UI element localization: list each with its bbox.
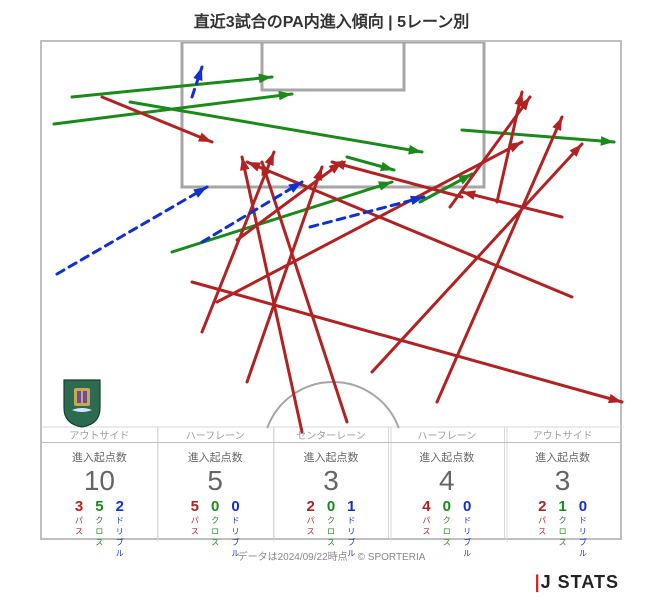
breakdown-label: パス xyxy=(75,515,83,537)
breakdown-value: 4 xyxy=(422,499,430,514)
breakdown-label: クロス xyxy=(558,515,566,548)
stat-total: 4 xyxy=(389,465,504,497)
breakdown-label: パス xyxy=(191,515,199,537)
breakdown-value: 0 xyxy=(231,499,239,514)
breakdown-label: クロス xyxy=(443,515,451,548)
chart-frame: アウトサイドハーフレーンセンターレーンハーフレーンアウトサイド 進入起点数103… xyxy=(40,40,622,540)
breakdown-value: 0 xyxy=(327,499,335,514)
breakdown-label: クロス xyxy=(95,515,103,548)
breakdown-value: 1 xyxy=(558,499,566,514)
lane-stat-cell: 進入起点数44パス0クロス0ドリブル xyxy=(388,443,504,538)
lane-stat-cell: 進入起点数32パス0クロス1ドリブル xyxy=(273,443,389,538)
brand-word: STATS xyxy=(558,572,619,592)
lane-stat-cell: 進入起点数103パス5クロス2ドリブル xyxy=(42,443,157,538)
stat-total: 5 xyxy=(158,465,273,497)
breakdown-value: 2 xyxy=(306,499,314,514)
breakdown-value: 5 xyxy=(191,499,199,514)
breakdown-value: 5 xyxy=(95,499,103,514)
brand-logo: |J STATS xyxy=(535,572,619,593)
breakdown-label: クロス xyxy=(211,515,219,548)
breakdown-value: 0 xyxy=(579,499,587,514)
breakdown-value: 1 xyxy=(347,499,355,514)
team-logo xyxy=(60,378,104,428)
stat-total: 3 xyxy=(505,465,620,497)
stat-title: 進入起点数 xyxy=(389,449,504,465)
credit-text: データは2024/09/22時点 © SPORTERIA xyxy=(0,548,663,563)
lane-stat-cell: 進入起点数55パス0クロス0ドリブル xyxy=(157,443,273,538)
stat-title: 進入起点数 xyxy=(42,449,157,465)
stat-title: 進入起点数 xyxy=(505,449,620,465)
stat-total: 3 xyxy=(274,465,389,497)
stat-title: 進入起点数 xyxy=(274,449,389,465)
stat-title: 進入起点数 xyxy=(158,449,273,465)
breakdown-label: クロス xyxy=(327,515,335,548)
breakdown-value: 3 xyxy=(75,499,83,514)
brand-prefix: J xyxy=(541,572,552,592)
breakdown-label: パス xyxy=(422,515,430,537)
stat-total: 10 xyxy=(42,465,157,497)
breakdown-value: 2 xyxy=(116,499,124,514)
stats-row: 進入起点数103パス5クロス2ドリブル進入起点数55パス0クロス0ドリブル進入起… xyxy=(42,442,620,538)
lane-stat-cell: 進入起点数32パス1クロス0ドリブル xyxy=(504,443,620,538)
breakdown-label: パス xyxy=(538,515,546,537)
breakdown-value: 2 xyxy=(538,499,546,514)
chart-title: 直近3試合のPA内進入傾向 | 5レーン別 xyxy=(0,0,663,38)
breakdown-label: パス xyxy=(306,515,314,537)
breakdown-value: 0 xyxy=(443,499,451,514)
breakdown-value: 0 xyxy=(211,499,219,514)
breakdown-value: 0 xyxy=(463,499,471,514)
